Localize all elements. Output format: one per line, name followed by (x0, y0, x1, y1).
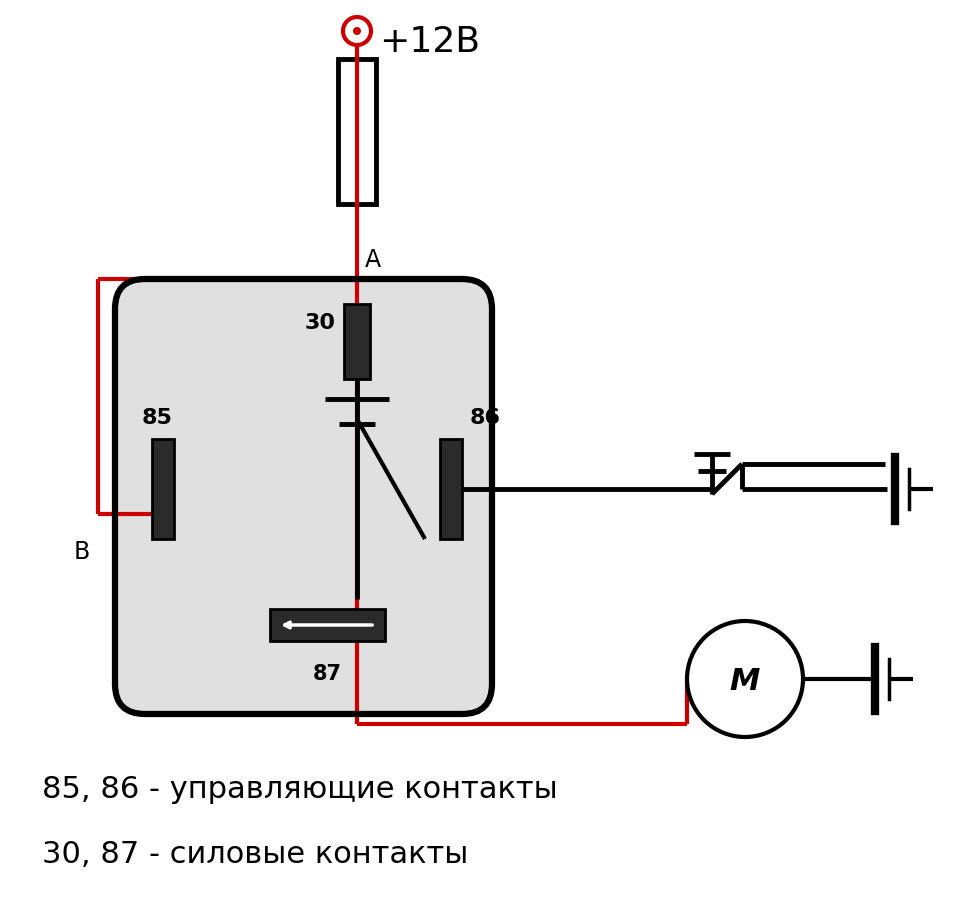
Bar (152, 439, 174, 539)
Text: 87: 87 (313, 664, 342, 683)
Text: A: A (365, 248, 381, 272)
Text: B: B (74, 539, 90, 563)
Bar (270, 609, 385, 641)
Bar (338, 60, 376, 205)
Bar (440, 439, 462, 539)
Text: M: M (730, 667, 760, 696)
Text: 30, 87 - силовые контакты: 30, 87 - силовые контакты (42, 839, 469, 868)
Circle shape (343, 18, 371, 46)
FancyBboxPatch shape (115, 279, 492, 714)
Bar (344, 305, 370, 380)
Text: 30: 30 (305, 312, 336, 333)
Circle shape (687, 621, 803, 737)
Circle shape (353, 28, 361, 36)
Text: 85, 86 - управляющие контакты: 85, 86 - управляющие контакты (42, 774, 558, 803)
Text: 85: 85 (142, 407, 173, 427)
Text: +12В: +12В (379, 25, 480, 59)
Text: 86: 86 (470, 407, 501, 427)
